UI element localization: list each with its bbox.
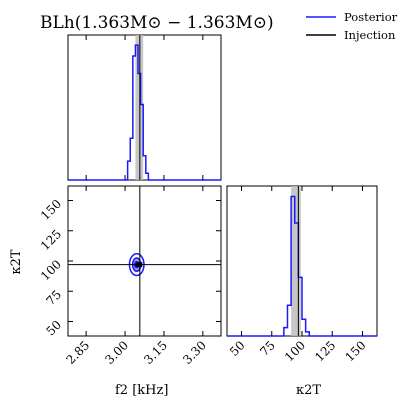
x-tick-label: 100 — [282, 338, 308, 364]
x-axis-label-kappa: κ2T — [296, 383, 321, 398]
legend-posterior-label: Posterior — [344, 10, 398, 24]
x-axis-label-f2: f2 [kHz] — [115, 383, 168, 398]
credible-band — [291, 186, 301, 336]
y-tick-label: 125 — [38, 227, 64, 253]
axis-ticks: 2.85 3.00 3.15 3.30 50 75 100 125 15050751001251… — [38, 35, 369, 367]
credible-band — [135, 35, 144, 180]
y-axis-label-kappa: κ2T — [9, 249, 24, 274]
x-tick-label: 3.15 — [141, 338, 170, 367]
y-tick-label: 75 — [43, 287, 64, 308]
posterior-histogram — [68, 44, 221, 181]
chart-title: BLh(1.363M⊙ − 1.363M⊙) — [40, 13, 274, 33]
legend-injection-label: Injection — [344, 28, 396, 42]
y-tick-label: 150 — [38, 197, 64, 223]
legend: Posterior Injection — [306, 10, 398, 42]
posterior-histogram — [227, 195, 377, 337]
f2-marginal-histogram — [68, 35, 221, 181]
kappa-marginal-histogram — [227, 186, 377, 337]
joint-contours — [68, 186, 221, 336]
x-tick-label: 2.85 — [63, 338, 92, 367]
y-tick-label: 100 — [38, 257, 64, 283]
x-tick-label: 150 — [343, 338, 369, 364]
x-tick-label: 125 — [312, 338, 338, 364]
f2-marginal-panel — [67, 34, 222, 181]
x-tick-label: 75 — [257, 338, 278, 359]
y-tick-label: 50 — [43, 318, 64, 339]
x-tick-label: 3.00 — [102, 338, 131, 367]
x-tick-label: 50 — [227, 338, 248, 359]
injection-marker — [137, 262, 143, 268]
x-tick-label: 3.30 — [180, 338, 209, 367]
joint-panel — [67, 185, 222, 337]
